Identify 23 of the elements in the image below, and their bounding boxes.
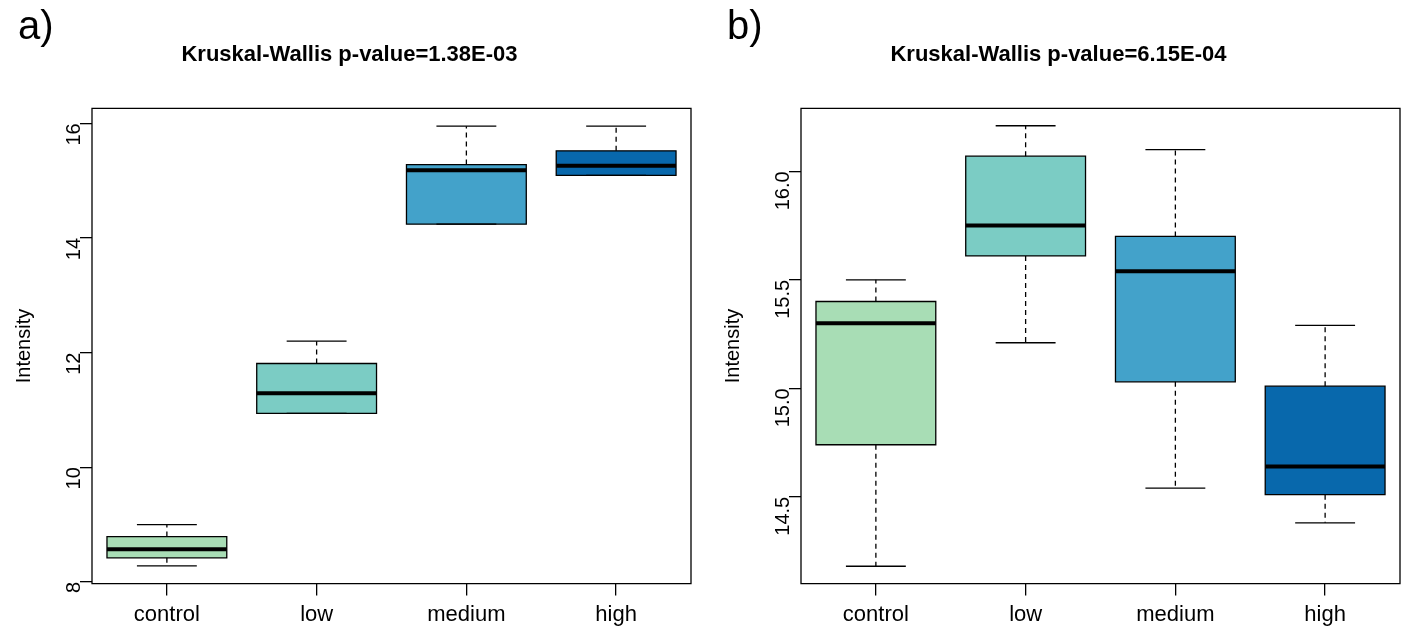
y-tick-label: 15.0	[770, 388, 793, 428]
y-tick-label: 10	[61, 467, 84, 490]
y-tick-label: 16	[61, 123, 84, 146]
x-tick-label: low	[1009, 600, 1043, 626]
y-tick-label: 15.5	[770, 279, 793, 319]
x-tick-label: high	[1304, 600, 1346, 626]
chart-title: Kruskal-Wallis p-value=1.38E-03	[181, 41, 518, 67]
chart-title: Kruskal-Wallis p-value=6.15E-04	[890, 41, 1228, 67]
text: a)	[18, 3, 54, 48]
y-tick-label: 16.0	[770, 171, 793, 211]
y-tick-label: 14	[61, 237, 84, 261]
x-tick-label: high	[595, 600, 637, 626]
y-tick-label: 8	[61, 581, 84, 594]
x-tick-label: control	[133, 600, 200, 626]
text: b)	[727, 3, 763, 48]
y-tick-label: 12	[61, 352, 84, 375]
y-tick-label: 14.5	[770, 496, 793, 536]
x-tick-label: medium	[1136, 600, 1215, 626]
y-axis-title: Intensity	[720, 308, 743, 384]
x-tick-label: low	[300, 600, 334, 626]
x-tick-label: control	[842, 600, 909, 626]
x-tick-label: medium	[427, 600, 506, 626]
y-axis-title: Intensity	[11, 308, 34, 384]
